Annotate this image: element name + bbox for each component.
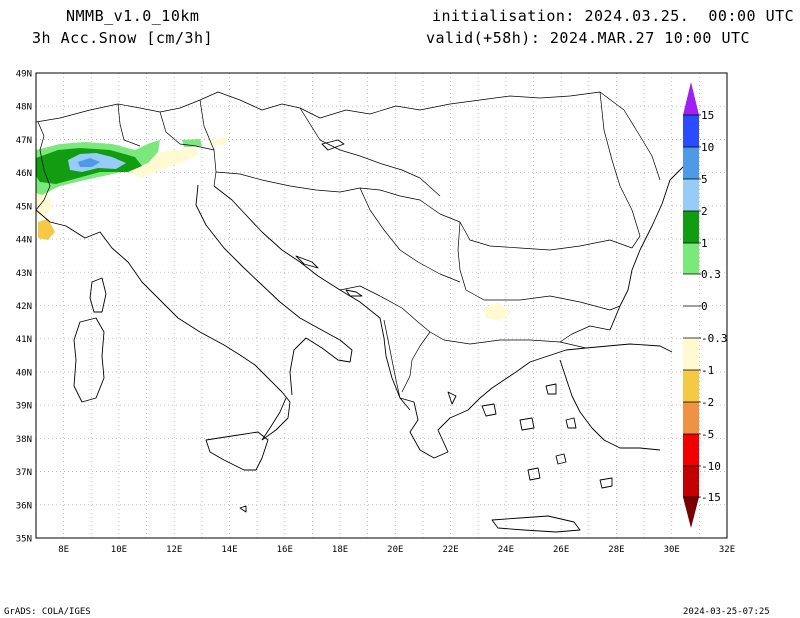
colorbar-segment bbox=[683, 179, 699, 211]
colorbar-label: 0 bbox=[701, 300, 708, 313]
snow-field bbox=[36, 137, 512, 321]
lon-tick-label: 12E bbox=[166, 545, 182, 555]
colorbar-segment bbox=[683, 306, 699, 338]
lon-tick-label: 8E bbox=[58, 545, 69, 555]
lat-tick-label: 48N bbox=[16, 103, 32, 113]
lon-tick-label: 32E bbox=[719, 545, 735, 555]
footer-credit: GrADS: COLA/IGES bbox=[4, 607, 91, 617]
colorbar-segment bbox=[683, 402, 699, 434]
snow-light-bulgaria bbox=[483, 303, 512, 321]
lon-tick-label: 20E bbox=[387, 545, 403, 555]
colorbar-label: -2 bbox=[701, 396, 714, 409]
colorbar-segment bbox=[683, 370, 699, 402]
colorbar-segment bbox=[683, 274, 699, 306]
colorbar-label: -1 bbox=[701, 364, 714, 377]
colorbar-segment bbox=[683, 466, 699, 497]
latitude-labels: 49N 48N 47N 46N 45N 44N 43N 42N 41N 40N 39N 38N 37N 3… bbox=[16, 70, 32, 545]
snow-light-east bbox=[208, 137, 228, 146]
colorbar: 15 10 5 2 1 0.3 0 -0.3 -1 -2 -5 -10 -15 bbox=[683, 82, 728, 528]
snow-blue bbox=[78, 158, 100, 167]
colorbar-label: 10 bbox=[701, 141, 714, 154]
lat-tick-label: 44N bbox=[16, 236, 32, 246]
coastlines bbox=[35, 139, 685, 533]
lon-tick-label: 18E bbox=[332, 545, 348, 555]
longitude-labels: 8E 10E 12E 14E 16E 18E 20E 22E 24E 26E 28E 30E 32E bbox=[58, 545, 735, 555]
colorbar-label: -15 bbox=[701, 491, 721, 504]
lat-tick-label: 36N bbox=[16, 501, 32, 511]
colorbar-segment bbox=[683, 211, 699, 243]
colorbar-label: 0.3 bbox=[701, 268, 721, 281]
lon-tick-label: 26E bbox=[553, 545, 569, 555]
valid-time: valid(+58h): 2024.MAR.27 10:00 UTC bbox=[426, 29, 751, 47]
colorbar-label: 5 bbox=[701, 173, 708, 186]
lat-tick-label: 49N bbox=[16, 70, 32, 80]
lat-tick-label: 43N bbox=[16, 269, 32, 279]
colorbar-label: 1 bbox=[701, 237, 708, 250]
colorbar-segment bbox=[683, 434, 699, 466]
colorbar-segment bbox=[683, 243, 699, 274]
lat-tick-label: 40N bbox=[16, 368, 32, 378]
lat-tick-label: 42N bbox=[16, 302, 32, 312]
colorbar-label: -10 bbox=[701, 460, 721, 473]
lat-tick-label: 35N bbox=[16, 535, 32, 545]
model-title: NMMB_v1.0_10km bbox=[66, 7, 200, 25]
map-panel bbox=[35, 72, 728, 539]
borders bbox=[35, 91, 661, 399]
colorbar-label: -0.3 bbox=[701, 332, 728, 345]
lon-tick-label: 24E bbox=[498, 545, 514, 555]
lon-tick-label: 28E bbox=[608, 545, 624, 555]
lat-tick-label: 46N bbox=[16, 169, 32, 179]
footer-timestamp: 2024-03-25-07:25 bbox=[683, 607, 770, 617]
lon-tick-label: 22E bbox=[442, 545, 458, 555]
colorbar-label: -5 bbox=[701, 428, 714, 441]
lat-tick-label: 41N bbox=[16, 335, 32, 345]
lon-tick-label: 30E bbox=[664, 545, 680, 555]
lon-tick-label: 14E bbox=[221, 545, 237, 555]
lat-tick-label: 39N bbox=[16, 402, 32, 412]
variable-title: 3h Acc.Snow [cm/3h] bbox=[32, 29, 214, 47]
snow-neg-patch bbox=[38, 219, 55, 240]
colorbar-label: 2 bbox=[701, 205, 708, 218]
init-time: initialisation: 2024.03.25. 00:00 UTC bbox=[432, 7, 795, 25]
colorbar-segment bbox=[683, 147, 699, 179]
lat-tick-label: 38N bbox=[16, 435, 32, 445]
colorbar-segment bbox=[683, 338, 699, 370]
lat-tick-label: 47N bbox=[16, 136, 32, 146]
snow-light-west bbox=[36, 190, 52, 218]
lon-tick-label: 16E bbox=[277, 545, 293, 555]
lat-tick-label: 45N bbox=[16, 202, 32, 212]
colorbar-bottom-arrow bbox=[683, 497, 699, 528]
colorbar-segment bbox=[683, 115, 699, 147]
colorbar-top-arrow bbox=[683, 82, 699, 115]
lon-tick-label: 10E bbox=[111, 545, 127, 555]
colorbar-label: 15 bbox=[701, 109, 714, 122]
lat-tick-label: 37N bbox=[16, 468, 32, 478]
